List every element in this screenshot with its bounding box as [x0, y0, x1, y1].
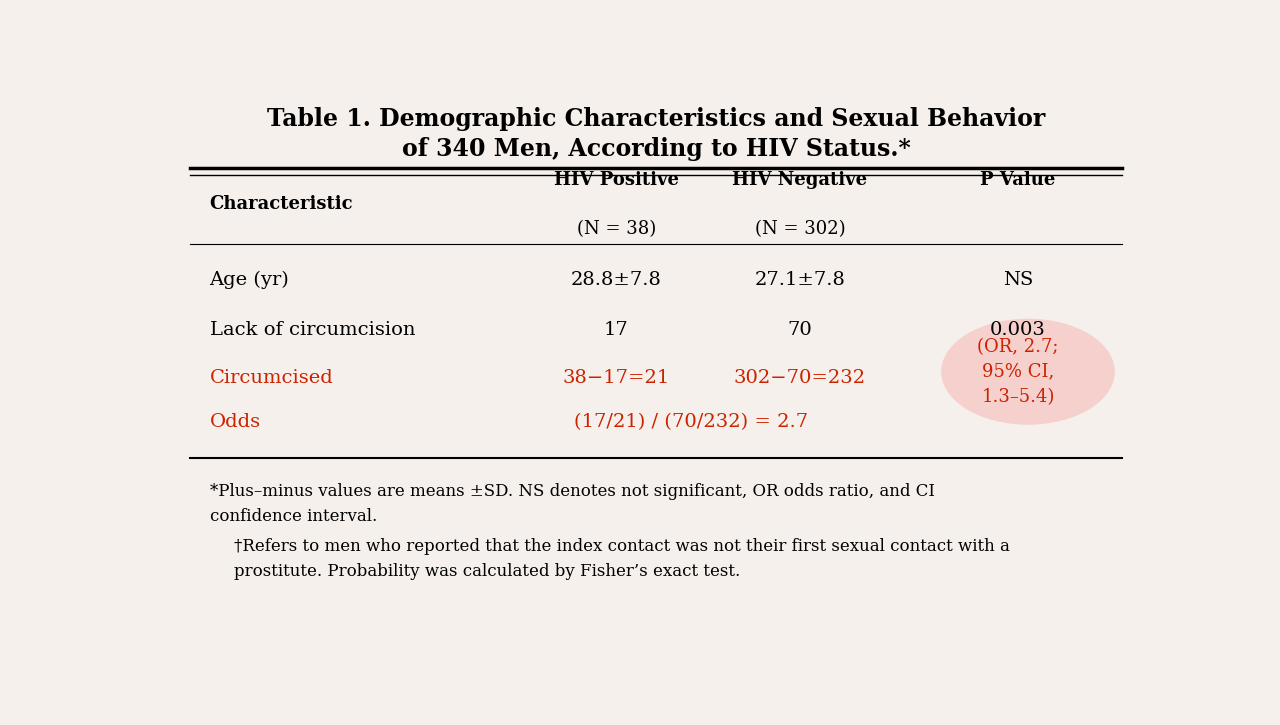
Text: 0.003: 0.003	[991, 321, 1046, 339]
Text: (N = 302): (N = 302)	[754, 220, 845, 238]
Ellipse shape	[941, 319, 1115, 425]
Text: Lack of circumcision: Lack of circumcision	[210, 321, 415, 339]
Text: Age (yr): Age (yr)	[210, 270, 289, 289]
Text: HIV Positive: HIV Positive	[554, 170, 678, 189]
Text: Table 1. Demographic Characteristics and Sexual Behavior: Table 1. Demographic Characteristics and…	[266, 107, 1046, 130]
Text: (N = 38): (N = 38)	[577, 220, 655, 238]
Text: Odds: Odds	[210, 413, 261, 431]
Text: 38−17=21: 38−17=21	[563, 370, 669, 387]
Text: (17/21) / (70/232) = 2.7: (17/21) / (70/232) = 2.7	[573, 413, 808, 431]
Text: 27.1±7.8: 27.1±7.8	[754, 270, 845, 289]
Text: P Value: P Value	[980, 170, 1056, 189]
Text: prostitute. Probability was calculated by Fisher’s exact test.: prostitute. Probability was calculated b…	[234, 563, 741, 579]
Text: 28.8±7.8: 28.8±7.8	[571, 270, 662, 289]
Text: of 340 Men, According to HIV Status.*: of 340 Men, According to HIV Status.*	[402, 137, 910, 161]
Text: confidence interval.: confidence interval.	[210, 508, 376, 526]
Text: 70: 70	[787, 321, 813, 339]
Text: 302−70=232: 302−70=232	[733, 370, 865, 387]
Text: Characteristic: Characteristic	[210, 195, 353, 213]
Text: *Plus–minus values are means ±SD. NS denotes not significant, OR odds ratio, and: *Plus–minus values are means ±SD. NS den…	[210, 484, 934, 500]
Text: (OR, 2.7;
95% CI,
1.3–5.4): (OR, 2.7; 95% CI, 1.3–5.4)	[978, 338, 1059, 406]
Text: HIV Negative: HIV Negative	[732, 170, 868, 189]
Text: 17: 17	[604, 321, 628, 339]
Text: †Refers to men who reported that the index contact was not their first sexual co: †Refers to men who reported that the ind…	[234, 538, 1010, 555]
Text: NS: NS	[1004, 270, 1033, 289]
Text: Circumcised: Circumcised	[210, 370, 333, 387]
